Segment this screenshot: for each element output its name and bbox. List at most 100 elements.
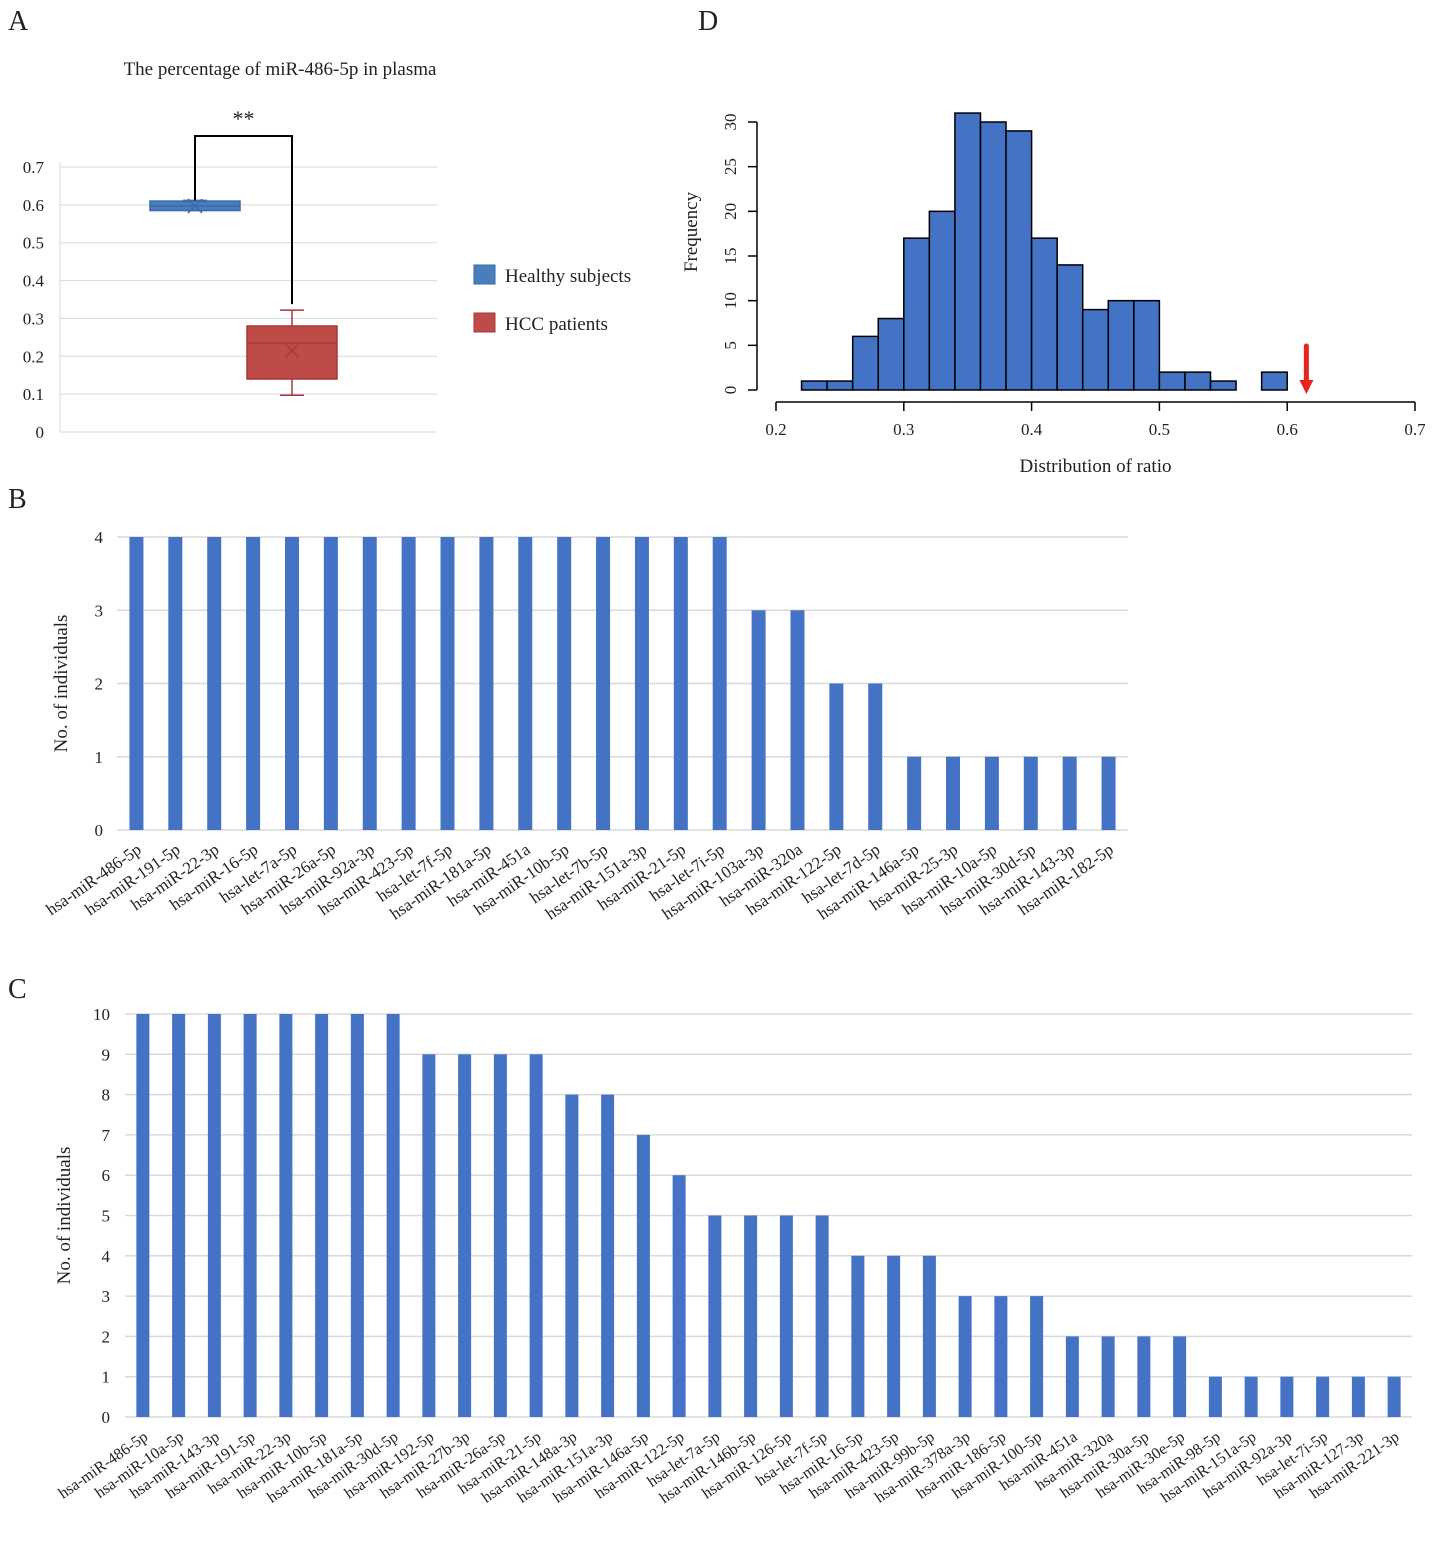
panel-d-bars: [800, 112, 1288, 391]
bar: [815, 1215, 829, 1417]
x-tick-label: 0.2: [765, 420, 786, 439]
y-tick-label: 0.3: [23, 309, 44, 328]
y-tick-label: 0.1: [23, 385, 44, 404]
y-tick-label: 4: [95, 528, 104, 547]
mean-marker: [284, 343, 300, 359]
bar: [868, 683, 883, 830]
bar: [479, 537, 494, 830]
y-tick-label: 0.5: [23, 234, 44, 253]
panel-a-boxes: [149, 198, 338, 397]
bar: [708, 1215, 722, 1417]
bar: [790, 610, 805, 830]
y-tick-label: 10: [721, 292, 740, 309]
panel-c-y-axis-title: No. of individuals: [54, 1147, 75, 1285]
bar: [1244, 1376, 1258, 1417]
panel-c-category-labels: hsa-miR-486-5phsa-miR-10a-5phsa-miR-143-…: [56, 1428, 1403, 1507]
marker-arrow-head: [1299, 380, 1314, 394]
panel-b-bars: [129, 537, 1116, 830]
panel-letter-a: A: [8, 6, 29, 37]
bar: [1173, 1336, 1187, 1417]
histogram-bar: [826, 380, 854, 391]
panel-letter-c: C: [8, 974, 27, 1005]
bar: [1065, 1336, 1079, 1417]
x-tick-label: 0.4: [1021, 420, 1043, 439]
bar: [557, 537, 572, 830]
box-hcc: [246, 309, 338, 397]
significance-bracket: [194, 135, 293, 305]
y-tick-label: 30: [721, 114, 740, 131]
bar: [958, 1296, 972, 1417]
bar: [672, 1175, 686, 1417]
histogram-bar: [1030, 237, 1058, 391]
bar: [1023, 756, 1038, 830]
bar: [1137, 1336, 1151, 1417]
bar: [315, 1014, 329, 1417]
y-tick-label: 0.4: [23, 272, 45, 291]
bar: [994, 1296, 1008, 1417]
bar: [493, 1054, 507, 1417]
y-tick-label: 1: [102, 1368, 111, 1387]
panel-a-boxplot: The percentage of miR-486-5p in plasma 0…: [23, 59, 631, 442]
y-tick-label: 20: [721, 203, 740, 220]
y-tick-label: 7: [102, 1126, 111, 1145]
panel-letter-d: D: [698, 6, 718, 37]
mean-marker: [187, 198, 203, 214]
panel-c-bar-chart: 0 1 2 3 4 5 6 7 8 9 10 hsa-miR-486-5phsa-miR-10a-5…: [54, 1005, 1412, 1507]
bar: [1101, 1336, 1115, 1417]
histogram-bar: [1209, 380, 1237, 391]
bar: [751, 610, 766, 830]
bar: [673, 537, 688, 830]
bar: [907, 756, 922, 830]
legend-label: HCC patients: [505, 314, 608, 335]
histogram-bar: [877, 317, 905, 391]
histogram-bar: [851, 335, 879, 391]
bar: [596, 537, 611, 830]
histogram-bar: [1107, 299, 1135, 391]
bar: [172, 1014, 186, 1417]
bar: [634, 537, 649, 830]
bar: [518, 537, 533, 830]
y-tick-label: 3: [102, 1287, 111, 1306]
y-tick-label: 0: [95, 821, 104, 840]
bar: [1351, 1376, 1365, 1417]
box-iqr: [246, 325, 338, 380]
histogram-bar: [928, 210, 956, 391]
histogram-bar: [800, 380, 828, 391]
panel-b-category-labels: hsa-miR-486-5phsa-miR-191-5phsa-miR-22-3…: [43, 839, 1117, 923]
bar: [1280, 1376, 1294, 1417]
bar: [362, 537, 377, 830]
histogram-bar: [903, 237, 931, 391]
panel-a-title: The percentage of miR-486-5p in plasma: [124, 59, 437, 80]
bar: [1101, 756, 1116, 830]
box-healthy: [149, 198, 241, 214]
y-tick-label: 0.2: [23, 347, 44, 366]
histogram-bar: [979, 121, 1007, 391]
bar: [922, 1255, 936, 1417]
bar: [246, 537, 261, 830]
histogram-bar: [1081, 308, 1110, 391]
bar: [601, 1094, 615, 1417]
bar: [829, 683, 844, 830]
y-tick-label: 0: [721, 386, 740, 395]
x-tick-label: 0.6: [1277, 420, 1298, 439]
bar: [458, 1054, 472, 1417]
bar: [984, 756, 999, 830]
legend-label: Healthy subjects: [505, 266, 631, 287]
bar: [712, 537, 727, 830]
histogram-bar: [1260, 371, 1288, 391]
y-tick-label: 2: [102, 1327, 111, 1346]
panel-a-y-ticks: 0 0.1 0.2 0.3 0.4 0.5 0.6 0.7: [23, 158, 45, 442]
panel-d-x-axis-title: Distribution of ratio: [1020, 456, 1172, 477]
panel-b-bar-chart: 0 1 2 3 4 hsa-miR-486-5phsa-miR-191-5phsa-mi…: [43, 528, 1128, 924]
bar: [168, 537, 183, 830]
x-tick-label: 0.3: [893, 420, 914, 439]
y-tick-label: 9: [102, 1045, 111, 1064]
bar: [636, 1134, 650, 1417]
bar: [401, 537, 416, 830]
y-tick-label: 5: [721, 341, 740, 350]
x-tick-label: 0.5: [1149, 420, 1170, 439]
bar: [851, 1255, 865, 1417]
y-tick-label: 2: [95, 675, 104, 694]
bar: [136, 1014, 150, 1417]
